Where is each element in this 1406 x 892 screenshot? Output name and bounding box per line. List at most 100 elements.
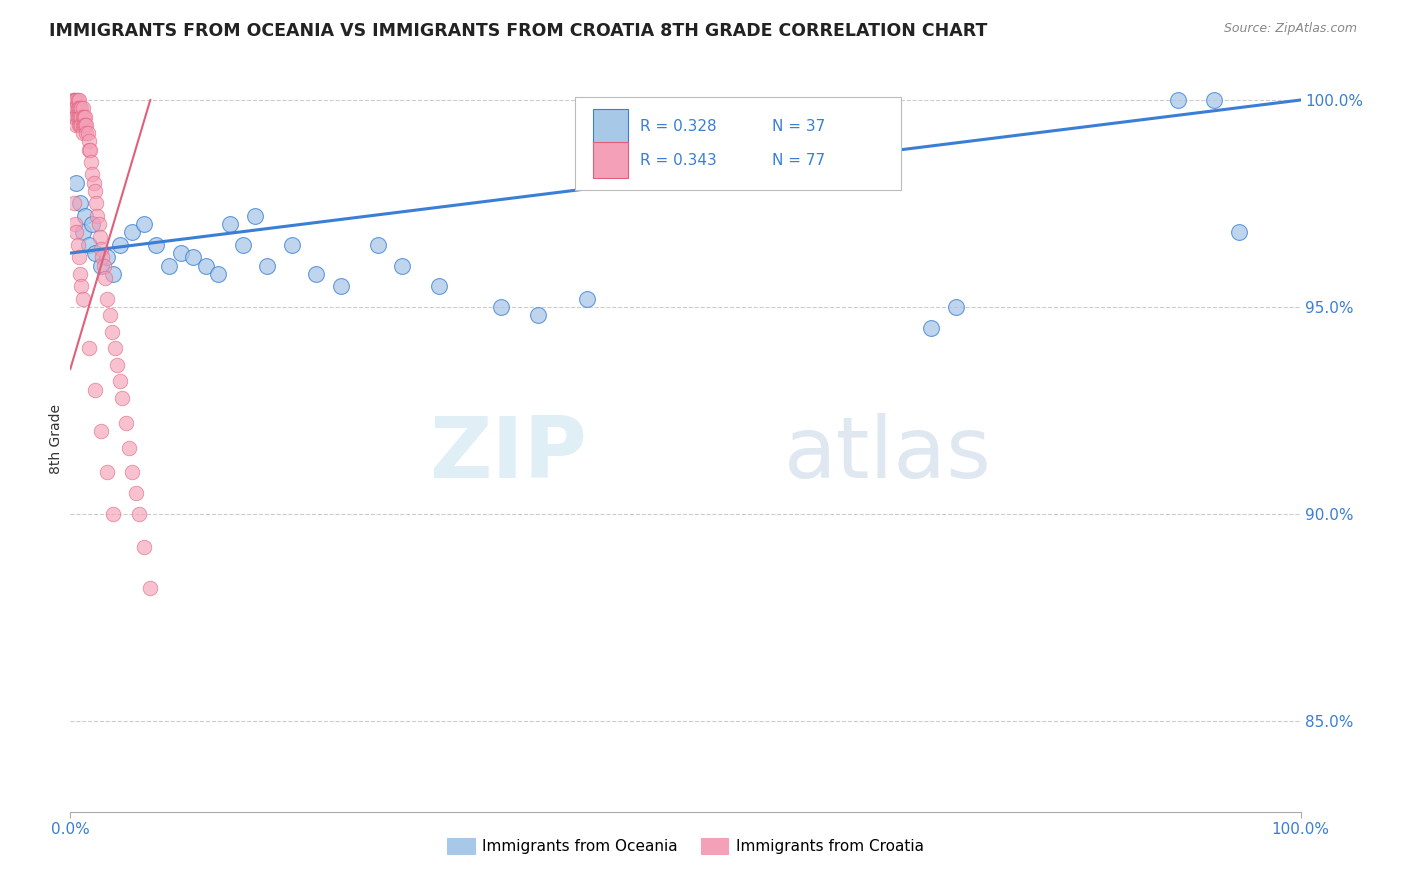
- Point: [72, 110, 94, 124]
- Point: [183, 250, 205, 264]
- Point: [121, 226, 143, 240]
- Point: [65, 110, 87, 124]
- Point: [72, 226, 94, 240]
- Point: [108, 375, 131, 389]
- Point: [82, 168, 104, 182]
- Point: [72, 101, 94, 115]
- Point: [219, 217, 242, 231]
- Point: [108, 237, 131, 252]
- Point: [62, 93, 84, 107]
- FancyBboxPatch shape: [575, 96, 901, 190]
- Point: [157, 259, 180, 273]
- Point: [575, 292, 598, 306]
- Text: IMMIGRANTS FROM OCEANIA VS IMMIGRANTS FROM CROATIA 8TH GRADE CORRELATION CHART: IMMIGRANTS FROM OCEANIA VS IMMIGRANTS FR…: [49, 22, 987, 40]
- Point: [77, 237, 100, 252]
- Point: [84, 246, 107, 260]
- Point: [70, 101, 93, 115]
- Point: [105, 358, 128, 372]
- Point: [63, 110, 86, 124]
- Point: [90, 424, 112, 438]
- Bar: [593, 142, 627, 178]
- Text: atlas: atlas: [785, 413, 991, 496]
- Point: [67, 118, 90, 132]
- Point: [305, 267, 328, 281]
- Point: [63, 101, 86, 115]
- Point: [243, 209, 266, 223]
- Point: [79, 143, 101, 157]
- Point: [91, 250, 114, 264]
- Point: [66, 110, 89, 124]
- Point: [489, 300, 512, 314]
- Text: N = 77: N = 77: [772, 153, 825, 168]
- Point: [76, 126, 98, 140]
- Point: [1167, 93, 1189, 107]
- Point: [73, 110, 96, 124]
- Point: [84, 196, 107, 211]
- Point: [84, 383, 107, 397]
- Point: [67, 101, 90, 115]
- Point: [128, 507, 150, 521]
- Point: [145, 237, 167, 252]
- Point: [65, 101, 87, 115]
- Point: [87, 217, 110, 231]
- Point: [67, 110, 90, 124]
- Point: [70, 110, 93, 124]
- Point: [93, 259, 115, 273]
- Point: [281, 237, 304, 252]
- Point: [84, 184, 107, 198]
- Point: [65, 176, 87, 190]
- Text: Source: ZipAtlas.com: Source: ZipAtlas.com: [1223, 22, 1357, 36]
- Point: [65, 217, 87, 231]
- Point: [73, 118, 96, 132]
- Text: R = 0.343: R = 0.343: [640, 153, 717, 168]
- Point: [93, 271, 115, 285]
- Point: [427, 279, 450, 293]
- Point: [65, 93, 87, 107]
- Point: [69, 196, 91, 211]
- Point: [124, 486, 146, 500]
- Point: [72, 292, 94, 306]
- Point: [65, 110, 87, 124]
- Point: [63, 93, 86, 107]
- Point: [98, 308, 121, 322]
- Point: [111, 391, 134, 405]
- Bar: [593, 109, 627, 145]
- Point: [132, 540, 156, 554]
- Point: [75, 118, 96, 132]
- Point: [66, 237, 89, 252]
- Point: [194, 259, 217, 273]
- Point: [103, 507, 125, 521]
- Text: N = 37: N = 37: [772, 119, 825, 134]
- Point: [96, 250, 118, 264]
- Point: [139, 581, 162, 595]
- Point: [67, 250, 90, 264]
- Point: [170, 246, 193, 260]
- Point: [330, 279, 353, 293]
- Point: [256, 259, 278, 273]
- Text: ZIP: ZIP: [429, 413, 586, 496]
- Point: [65, 118, 87, 132]
- Point: [75, 110, 96, 124]
- Point: [1204, 93, 1226, 107]
- Point: [1227, 226, 1250, 240]
- Y-axis label: 8th Grade: 8th Grade: [49, 404, 63, 475]
- Point: [70, 118, 93, 132]
- Point: [65, 226, 87, 240]
- Point: [945, 300, 967, 314]
- Point: [920, 320, 942, 334]
- Point: [118, 441, 141, 455]
- Point: [367, 237, 389, 252]
- Point: [132, 217, 156, 231]
- Point: [391, 259, 413, 273]
- Point: [75, 126, 97, 140]
- Point: [70, 279, 93, 293]
- Text: R = 0.328: R = 0.328: [640, 119, 717, 134]
- Point: [104, 341, 127, 355]
- Point: [77, 143, 100, 157]
- Point: [69, 267, 91, 281]
- Point: [526, 308, 548, 322]
- Point: [90, 242, 112, 256]
- Point: [75, 118, 97, 132]
- Point: [96, 466, 118, 480]
- Point: [63, 196, 86, 211]
